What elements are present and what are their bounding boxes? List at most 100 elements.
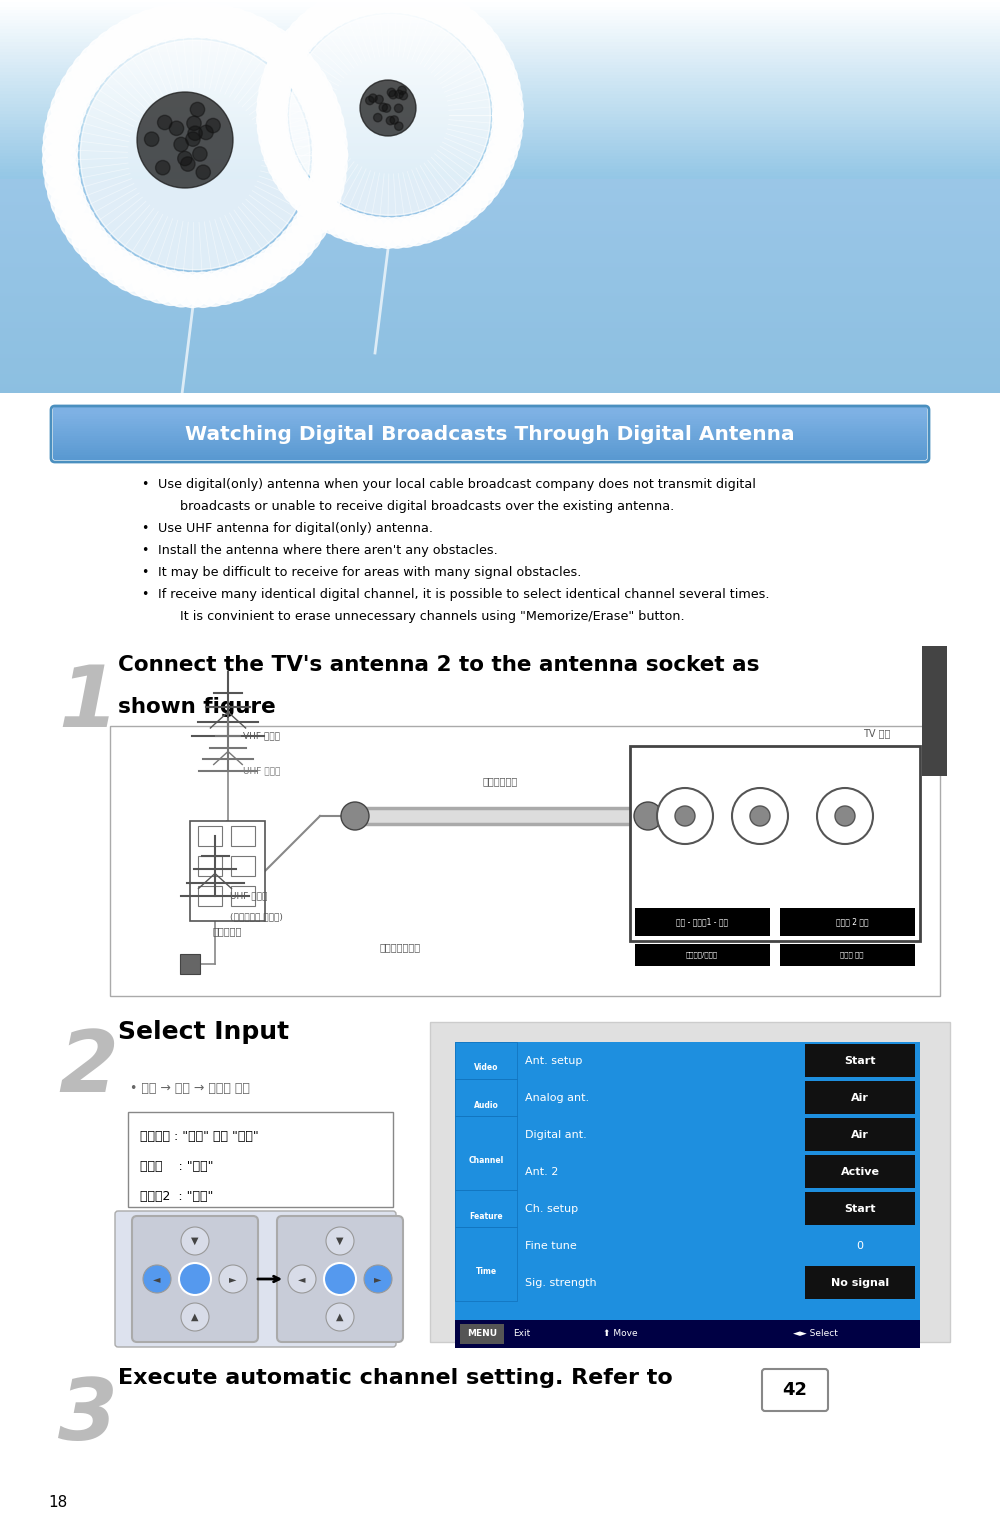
Circle shape — [237, 17, 272, 52]
Circle shape — [272, 41, 307, 76]
Text: •: • — [141, 544, 149, 556]
Bar — [0, 86, 1000, 91]
Text: Start: Start — [844, 1056, 876, 1065]
Bar — [0, 123, 1000, 127]
Bar — [0, 148, 1000, 153]
Bar — [0, 21, 1000, 26]
Circle shape — [190, 103, 205, 117]
Circle shape — [324, 1264, 356, 1295]
Bar — [0, 217, 1000, 221]
Circle shape — [268, 50, 298, 80]
Bar — [0, 117, 1000, 120]
Bar — [231, 886, 255, 906]
Circle shape — [318, 0, 349, 27]
Circle shape — [409, 0, 440, 18]
Bar — [0, 279, 1000, 283]
Circle shape — [303, 6, 333, 36]
Circle shape — [312, 138, 348, 173]
Bar — [0, 32, 1000, 36]
Bar — [805, 1267, 915, 1300]
Bar — [0, 276, 1000, 279]
Bar — [198, 826, 222, 845]
Circle shape — [634, 801, 662, 830]
Circle shape — [387, 88, 396, 97]
FancyBboxPatch shape — [53, 445, 927, 453]
Text: Time: Time — [475, 1268, 497, 1276]
Circle shape — [354, 0, 384, 14]
Bar — [0, 67, 1000, 71]
Circle shape — [395, 89, 403, 98]
Text: Air: Air — [851, 1130, 869, 1139]
Bar — [0, 295, 1000, 298]
Bar — [0, 180, 1000, 185]
Circle shape — [95, 244, 130, 279]
Circle shape — [464, 177, 494, 208]
Text: Active: Active — [840, 1167, 880, 1177]
Bar — [0, 203, 1000, 208]
Circle shape — [219, 1265, 247, 1292]
Circle shape — [60, 205, 95, 239]
FancyBboxPatch shape — [53, 408, 927, 415]
Circle shape — [143, 1265, 171, 1292]
Circle shape — [272, 233, 307, 270]
Bar — [0, 100, 1000, 105]
Circle shape — [418, 209, 449, 239]
Bar — [0, 364, 1000, 367]
Text: Install the antenna where there aren't any obstacles.: Install the antenna where there aren't a… — [158, 544, 498, 558]
Circle shape — [386, 117, 395, 124]
Circle shape — [344, 214, 375, 244]
Text: Execute automatic channel setting. Refer to: Execute automatic channel setting. Refer… — [118, 1368, 673, 1388]
Text: ▲: ▲ — [336, 1312, 344, 1323]
Circle shape — [295, 12, 326, 42]
Text: 이날로그 : "일반" 혹은 "유선": 이날로그 : "일반" 혹은 "유선" — [140, 1130, 259, 1142]
Circle shape — [143, 268, 178, 303]
Circle shape — [750, 806, 770, 826]
Circle shape — [364, 1265, 392, 1292]
Circle shape — [45, 111, 80, 145]
Circle shape — [400, 215, 431, 245]
Bar — [0, 6, 1000, 9]
Circle shape — [489, 71, 520, 103]
Bar — [0, 106, 1000, 111]
Text: ▼: ▼ — [336, 1236, 344, 1245]
Text: ◄: ◄ — [298, 1274, 306, 1285]
Text: 3: 3 — [58, 1376, 118, 1457]
Bar — [0, 77, 1000, 82]
FancyBboxPatch shape — [53, 433, 927, 441]
Circle shape — [491, 80, 522, 112]
Circle shape — [443, 195, 474, 227]
Circle shape — [487, 62, 517, 94]
Circle shape — [289, 18, 319, 50]
Circle shape — [264, 33, 299, 70]
Circle shape — [227, 264, 262, 298]
Bar — [805, 1192, 915, 1226]
Circle shape — [79, 230, 114, 265]
FancyBboxPatch shape — [53, 417, 927, 424]
Circle shape — [310, 0, 341, 32]
Circle shape — [657, 788, 713, 844]
Bar — [0, 356, 1000, 361]
Circle shape — [48, 174, 83, 209]
Bar — [0, 268, 1000, 273]
Circle shape — [479, 45, 510, 76]
Circle shape — [318, 203, 349, 233]
Bar — [0, 245, 1000, 250]
Circle shape — [72, 53, 107, 88]
Circle shape — [366, 97, 374, 105]
Circle shape — [255, 27, 291, 62]
Bar — [0, 35, 1000, 39]
Circle shape — [279, 226, 314, 261]
Bar — [110, 726, 940, 995]
Bar — [0, 382, 1000, 386]
Circle shape — [227, 12, 262, 47]
Circle shape — [283, 174, 313, 205]
Circle shape — [483, 55, 514, 85]
Circle shape — [493, 100, 523, 130]
Bar — [0, 347, 1000, 351]
Bar — [0, 236, 1000, 241]
Circle shape — [391, 0, 422, 14]
Bar — [635, 944, 770, 967]
Bar — [0, 327, 1000, 332]
Text: Ant. 2: Ant. 2 — [525, 1167, 558, 1177]
Circle shape — [363, 217, 394, 248]
